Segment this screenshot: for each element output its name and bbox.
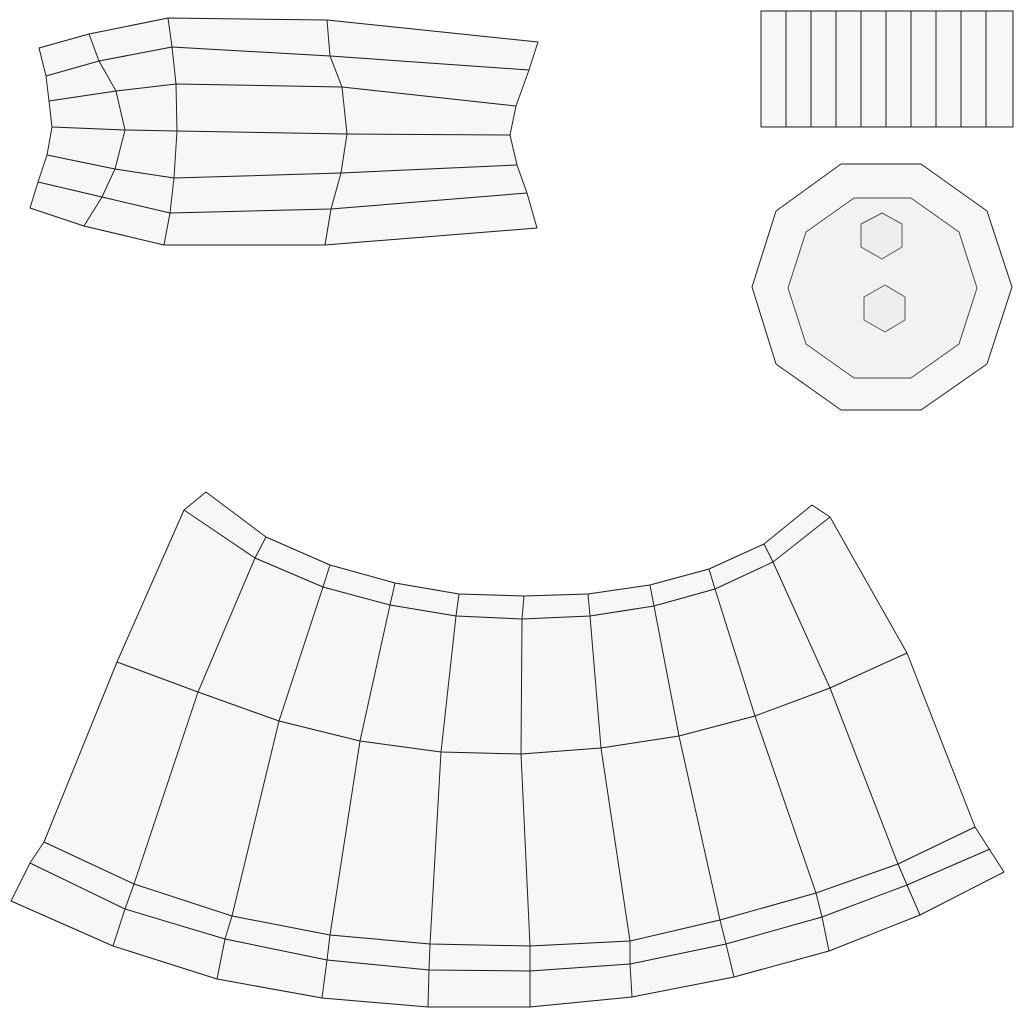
hexagon-hole-lower: [863, 284, 906, 333]
arc-band-col-5: [520, 595, 531, 1007]
belt-strip-seam-h3: [51, 126, 511, 136]
arc-band-col-8: [708, 568, 830, 952]
tube-strip-outline: [760, 10, 1014, 128]
arc-band-island: [10, 491, 1005, 1008]
belt-strip-seam-h1: [45, 46, 530, 77]
tube-strip-island: [760, 10, 1014, 128]
arc-band-col-4: [427, 593, 460, 1008]
belt-strip-seam-h2: [48, 83, 517, 107]
belt-strip-seam-h4: [46, 154, 518, 179]
decagon-cap-island: [751, 163, 1013, 411]
tube-strip-seams: [785, 11, 987, 127]
arc-band-col-3: [321, 582, 396, 999]
arc-band-outline: [10, 491, 1005, 1008]
arc-band-col-7: [649, 584, 735, 978]
belt-strip-island: [29, 17, 539, 246]
arc-band-col-6: [587, 593, 633, 998]
arc-band-col-2: [216, 564, 331, 980]
hexagon-hole-upper: [860, 212, 903, 260]
belt-strip-outline: [29, 17, 539, 246]
arc-band-col-9: [763, 543, 921, 916]
belt-strip-seam-h5: [37, 181, 528, 214]
arc-band-col-1: [112, 536, 267, 947]
